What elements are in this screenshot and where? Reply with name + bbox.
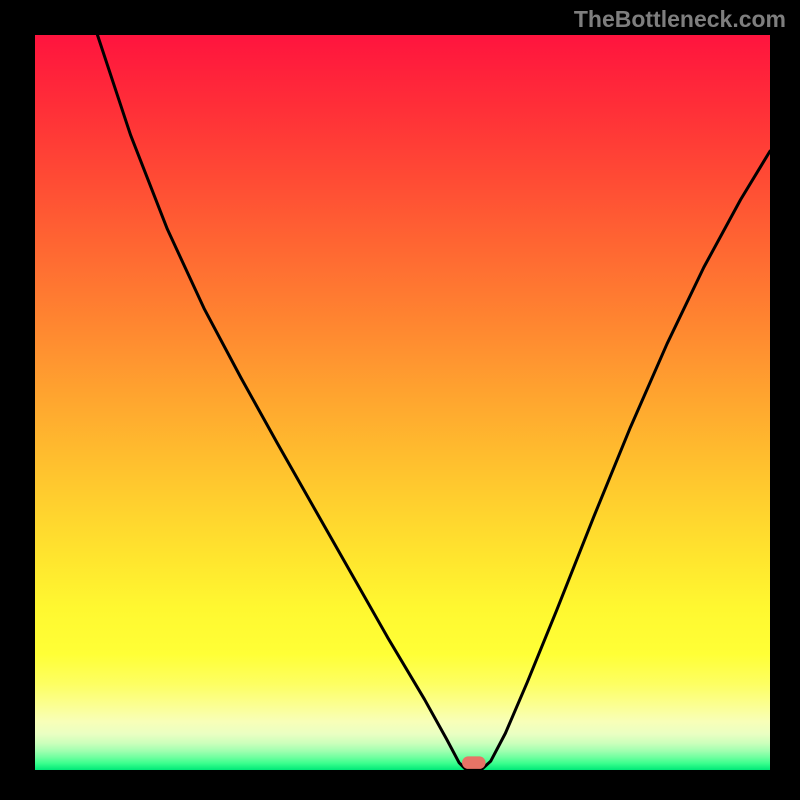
plot-area — [35, 35, 770, 770]
watermark-text: TheBottleneck.com — [574, 6, 786, 33]
plot-svg — [35, 35, 770, 770]
optimum-marker — [462, 756, 486, 769]
chart-frame: TheBottleneck.com — [0, 0, 800, 800]
